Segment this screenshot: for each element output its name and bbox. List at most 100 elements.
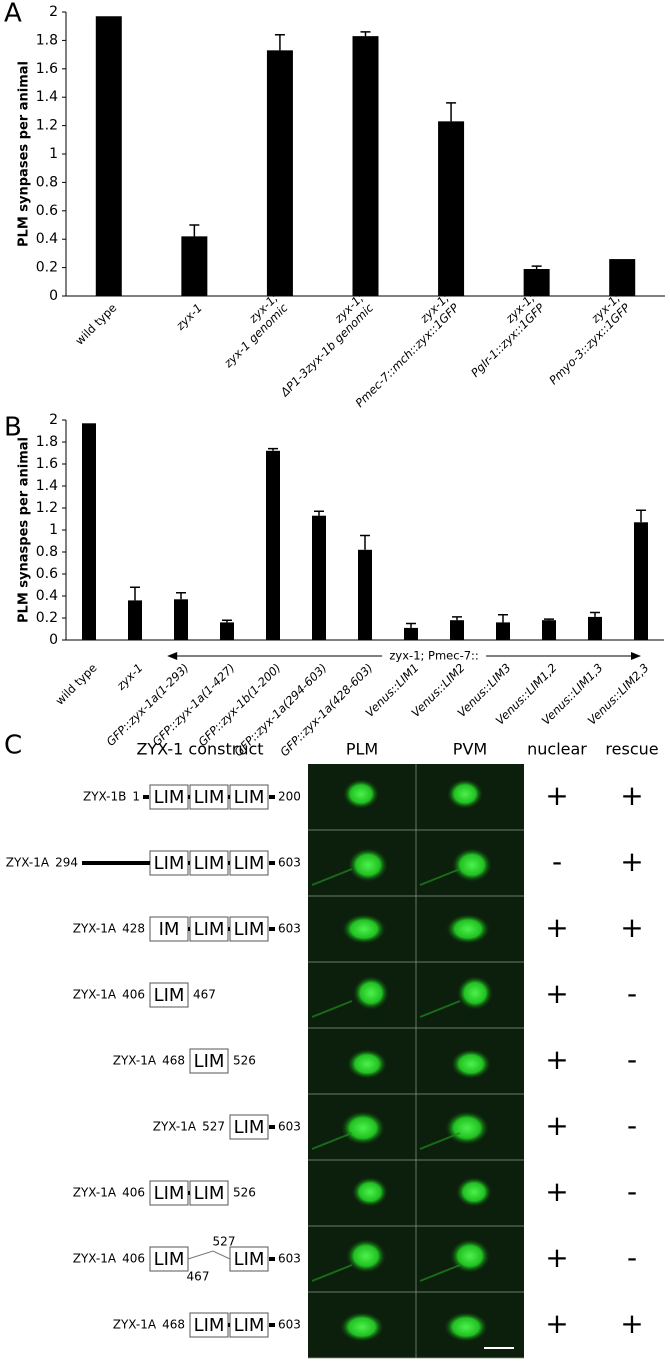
arrow-head (167, 652, 178, 660)
start-residue: 428 (122, 922, 145, 936)
error-bar (222, 619, 232, 623)
start-residue: 406 (122, 1186, 145, 1200)
neurite (419, 1132, 461, 1150)
x-tick-label-group: zyx-1;Pglr-1::zyx::1GFP (468, 291, 547, 380)
x-tick-label-group: wild type (53, 661, 100, 708)
x-tick-label-group: GFP::zyx-1a(1-293) (104, 661, 192, 749)
bar (312, 515, 326, 640)
lim-box (229, 916, 269, 942)
linker (188, 927, 190, 931)
nuclear-result: + (545, 1109, 568, 1142)
error-bar (360, 534, 370, 550)
annotation-bg (382, 648, 487, 664)
cell-body (347, 1049, 387, 1079)
bar (542, 620, 556, 640)
bar (588, 616, 602, 640)
cell-body (446, 914, 490, 944)
y-tick-label: 0 (49, 288, 58, 304)
annotation: zyx-1; Pmec-7:: (389, 649, 478, 663)
start-residue: 1 (132, 790, 140, 804)
terminus (269, 861, 275, 865)
start-residue: 468 (162, 1318, 185, 1332)
lim-label: LIM (194, 1315, 225, 1336)
construct-name: ZYX-1B (83, 790, 126, 804)
cell-body (452, 848, 492, 882)
x-tick-label: zyx-1 (172, 301, 205, 334)
y-tick-label: 0.8 (36, 174, 58, 190)
lim-box (229, 1246, 269, 1272)
y-tick-label: 1 (49, 522, 58, 538)
bar (95, 16, 122, 296)
x-tick-label: GFP::zyx-1a(1-293) (104, 661, 192, 749)
end-residue: 603 (278, 1318, 301, 1332)
terminus (143, 795, 149, 799)
lim-label: LIM (194, 853, 225, 874)
construct-name: ZYX-1A (113, 1318, 157, 1332)
y-tick-label: 1.4 (36, 478, 58, 494)
lim-box (149, 1180, 189, 1206)
bar (266, 450, 280, 640)
junction-label: 467 (187, 1270, 210, 1284)
construct-name: ZYX-1A (73, 1252, 117, 1266)
lim-label: LIM (194, 787, 225, 808)
x-tick-label: wild type (72, 301, 119, 348)
nuclear-result: + (545, 779, 568, 812)
panel-label: C (4, 731, 22, 761)
lim-label: LIM (234, 853, 265, 874)
bar (523, 269, 550, 296)
lim-label: LIM (154, 1249, 185, 1270)
error-bar (176, 591, 186, 600)
nuclear-result: + (545, 911, 568, 944)
cell-body (352, 1177, 388, 1207)
y-axis-label: PLM synpases per animal (17, 61, 32, 247)
error-bar (531, 265, 542, 270)
y-tick-label: 1.4 (36, 89, 58, 105)
linker (188, 795, 190, 799)
neurite (311, 1000, 353, 1018)
cell-body (445, 1111, 489, 1145)
nuclear-result: + (545, 1175, 568, 1208)
rescue-result: + (620, 845, 643, 878)
error-bar (544, 618, 554, 621)
y-tick-label: 0.8 (36, 544, 58, 560)
deletion-junction (187, 1250, 231, 1260)
linker (188, 1191, 190, 1195)
linker (228, 1323, 230, 1327)
cell-body (444, 1312, 488, 1342)
neurite (419, 1000, 461, 1018)
column-header: rescue (605, 740, 658, 759)
cell-body (450, 1239, 490, 1273)
x-tick-label: GFP::zyx-1b(1-200) (195, 661, 283, 749)
lim-box (149, 1246, 189, 1272)
y-tick-label: 1.8 (36, 32, 58, 48)
y-tick-label: 1.6 (36, 61, 58, 77)
lim-label: LIM (194, 1051, 225, 1072)
y-tick-label: 1 (49, 146, 58, 162)
x-tick-label-group: zyx-1;zyx-1 genomic (220, 291, 291, 371)
x-tick-label-group: zyx-1;Pmyo-3::zyx::1GFP (546, 291, 633, 388)
y-tick-label: 0.6 (36, 566, 58, 582)
bar (220, 622, 234, 640)
y-tick-label: 2 (49, 4, 58, 20)
end-residue: 467 (193, 988, 216, 1002)
end-residue: 526 (233, 1054, 256, 1068)
bar (438, 121, 465, 296)
lim-label: LIM (194, 919, 225, 940)
bar (496, 622, 510, 640)
x-tick-label-group: zyx-1 (113, 661, 146, 694)
rescue-result: - (627, 1043, 637, 1076)
terminus (269, 927, 275, 931)
rescue-result: - (627, 1241, 637, 1274)
lim-label: LIM (154, 1183, 185, 1204)
junction-label: 527 (213, 1235, 236, 1249)
x-tick-label-group: GFP::zyx-1b(1-200) (195, 661, 283, 749)
lim-label: LIM (154, 985, 185, 1006)
bar (404, 627, 418, 640)
lim-label: IM (159, 919, 180, 940)
cell-body (348, 848, 388, 882)
terminus (269, 1323, 275, 1327)
neurite (419, 868, 461, 886)
error-bar (452, 616, 462, 621)
y-tick-label: 2 (49, 412, 58, 428)
neurite (311, 1132, 353, 1150)
